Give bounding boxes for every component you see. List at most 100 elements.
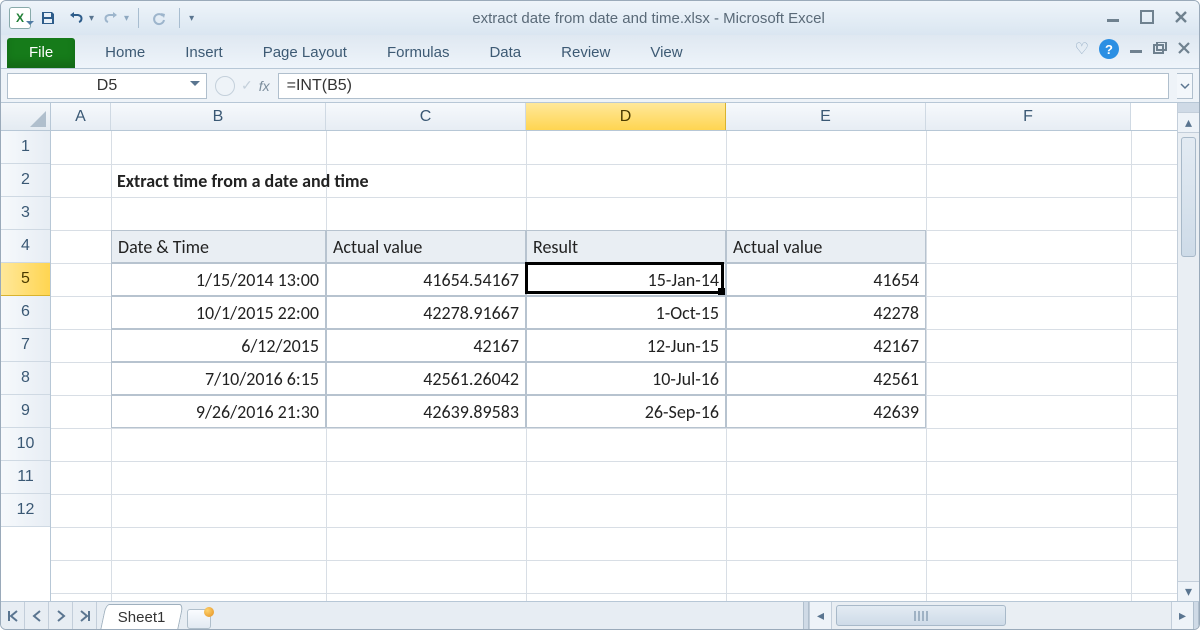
sheet-tab-sheet1[interactable]: Sheet1: [100, 604, 183, 629]
column-header-A[interactable]: A: [51, 103, 111, 130]
column-header-B[interactable]: B: [111, 103, 326, 130]
table-header-D[interactable]: Result: [526, 230, 726, 263]
wb-minimize-icon[interactable]: [1129, 41, 1143, 57]
column-header-D[interactable]: D: [526, 103, 726, 130]
row-header-9[interactable]: 9: [1, 395, 50, 428]
minimize-button[interactable]: [1103, 10, 1123, 27]
file-tab[interactable]: File: [7, 38, 75, 68]
sheet-nav-prev-icon[interactable]: [25, 602, 49, 629]
vertical-scrollbar[interactable]: ▴ ▾: [1177, 103, 1199, 601]
row-header-6[interactable]: 6: [1, 296, 50, 329]
excel-app-icon[interactable]: X: [9, 7, 31, 29]
cell-C8[interactable]: 42561.26042: [326, 362, 526, 395]
maximize-button[interactable]: [1137, 10, 1157, 27]
cell-E8[interactable]: 42561: [726, 362, 926, 395]
column-header-E[interactable]: E: [726, 103, 926, 130]
wb-restore-icon[interactable]: [1153, 41, 1167, 57]
formula-input[interactable]: =INT(B5): [278, 73, 1169, 99]
sheet-nav-next-icon[interactable]: [49, 602, 73, 629]
sheet-nav-first-icon[interactable]: [1, 602, 25, 629]
formula-bar-expand-icon[interactable]: [1177, 73, 1193, 99]
cell-B7[interactable]: 6/12/2015: [111, 329, 326, 362]
row-header-8[interactable]: 8: [1, 362, 50, 395]
table-header-E[interactable]: Actual value: [726, 230, 926, 263]
row-header-5[interactable]: 5: [1, 263, 50, 296]
fx-icon[interactable]: fx: [259, 78, 270, 94]
name-box[interactable]: D5: [7, 73, 207, 99]
cell-D6[interactable]: 1-Oct-15: [526, 296, 726, 329]
ribbon-minimize-icon[interactable]: ♡: [1075, 39, 1089, 59]
cell-C9[interactable]: 42639.89583: [326, 395, 526, 428]
row-header-10[interactable]: 10: [1, 428, 50, 461]
row-header-4[interactable]: 4: [1, 230, 50, 263]
scroll-up-button[interactable]: ▴: [1178, 113, 1199, 133]
insert-worksheet-button[interactable]: [187, 609, 211, 629]
select-all-corner[interactable]: [1, 103, 51, 131]
ribbon-tab-view[interactable]: View: [630, 37, 702, 68]
save-button[interactable]: [37, 7, 59, 29]
cell-C6[interactable]: 42278.91667: [326, 296, 526, 329]
table-header-C[interactable]: Actual value: [326, 230, 526, 263]
scroll-left-button[interactable]: ◂: [809, 602, 831, 629]
name-box-dropdown-icon[interactable]: [190, 81, 200, 91]
cell-D9[interactable]: 26-Sep-16: [526, 395, 726, 428]
scroll-right-button[interactable]: ▸: [1171, 602, 1193, 629]
ribbon-tab-formulas[interactable]: Formulas: [367, 37, 470, 68]
cell-E7[interactable]: 42167: [726, 329, 926, 362]
ribbon-tab-data[interactable]: Data: [469, 37, 541, 68]
hscroll-thumb[interactable]: [836, 605, 1006, 626]
cell-B9[interactable]: 9/26/2016 21:30: [111, 395, 326, 428]
hscroll-track[interactable]: [831, 602, 1171, 629]
cell-B6[interactable]: 10/1/2015 22:00: [111, 296, 326, 329]
ribbon-tab-home[interactable]: Home: [85, 37, 165, 68]
ribbon-tab-review[interactable]: Review: [541, 37, 630, 68]
wb-close-icon[interactable]: [1177, 41, 1191, 57]
app-letter: X: [16, 11, 24, 25]
redo-button[interactable]: [100, 7, 122, 29]
qat-separator: [138, 8, 139, 28]
repeat-button[interactable]: [148, 7, 170, 29]
cell-E9[interactable]: 42639: [726, 395, 926, 428]
sheet-nav-last-icon[interactable]: [73, 602, 97, 629]
cell-B5[interactable]: 1/15/2014 13:00: [111, 263, 326, 296]
cell-D8[interactable]: 10-Jul-16: [526, 362, 726, 395]
split-box-top[interactable]: [1178, 103, 1199, 113]
cell-D7[interactable]: 12-Jun-15: [526, 329, 726, 362]
qat-separator-2: [179, 8, 180, 28]
qat-customize-icon[interactable]: ▾: [189, 13, 194, 24]
cell-D5[interactable]: 15-Jan-14: [526, 263, 726, 296]
column-header-F[interactable]: F: [926, 103, 1131, 130]
row-header-3[interactable]: 3: [1, 197, 50, 230]
table-header-B[interactable]: Date & Time: [111, 230, 326, 263]
row-header-12[interactable]: 12: [1, 494, 50, 527]
cancel-formula-icon[interactable]: [215, 76, 235, 96]
column-header-C[interactable]: C: [326, 103, 526, 130]
ribbon-tab-insert[interactable]: Insert: [165, 37, 243, 68]
help-icon[interactable]: ?: [1099, 39, 1119, 59]
horizontal-scrollbar[interactable]: ◂ ▸: [211, 602, 1199, 629]
name-box-value: D5: [97, 77, 117, 95]
undo-button[interactable]: [65, 7, 87, 29]
sheet-tab-label: Sheet1: [118, 609, 166, 626]
row-header-1[interactable]: 1: [1, 131, 50, 164]
row-header-11[interactable]: 11: [1, 461, 50, 494]
scroll-down-button[interactable]: ▾: [1178, 581, 1199, 601]
cell-B8[interactable]: 7/10/2016 6:15: [111, 362, 326, 395]
row-headers: 123456789101112: [1, 131, 51, 601]
cells-area[interactable]: Extract time from a date and time Date & …: [51, 131, 1177, 601]
fx-buttons: ✓ fx: [215, 76, 270, 96]
sheet-tab-bar: Sheet1 ◂ ▸: [1, 601, 1199, 629]
cell-E6[interactable]: 42278: [726, 296, 926, 329]
window-controls: [1103, 10, 1191, 27]
close-button[interactable]: [1171, 10, 1191, 27]
vscroll-thumb[interactable]: [1181, 137, 1196, 257]
cell-E5[interactable]: 41654: [726, 263, 926, 296]
cell-C7[interactable]: 42167: [326, 329, 526, 362]
split-box-right[interactable]: [1193, 602, 1199, 629]
title-cell[interactable]: Extract time from a date and time: [111, 164, 611, 197]
row-header-7[interactable]: 7: [1, 329, 50, 362]
ribbon-tab-page-layout[interactable]: Page Layout: [243, 37, 367, 68]
cell-C5[interactable]: 41654.54167: [326, 263, 526, 296]
row-header-2[interactable]: 2: [1, 164, 50, 197]
vscroll-track[interactable]: [1178, 133, 1199, 581]
